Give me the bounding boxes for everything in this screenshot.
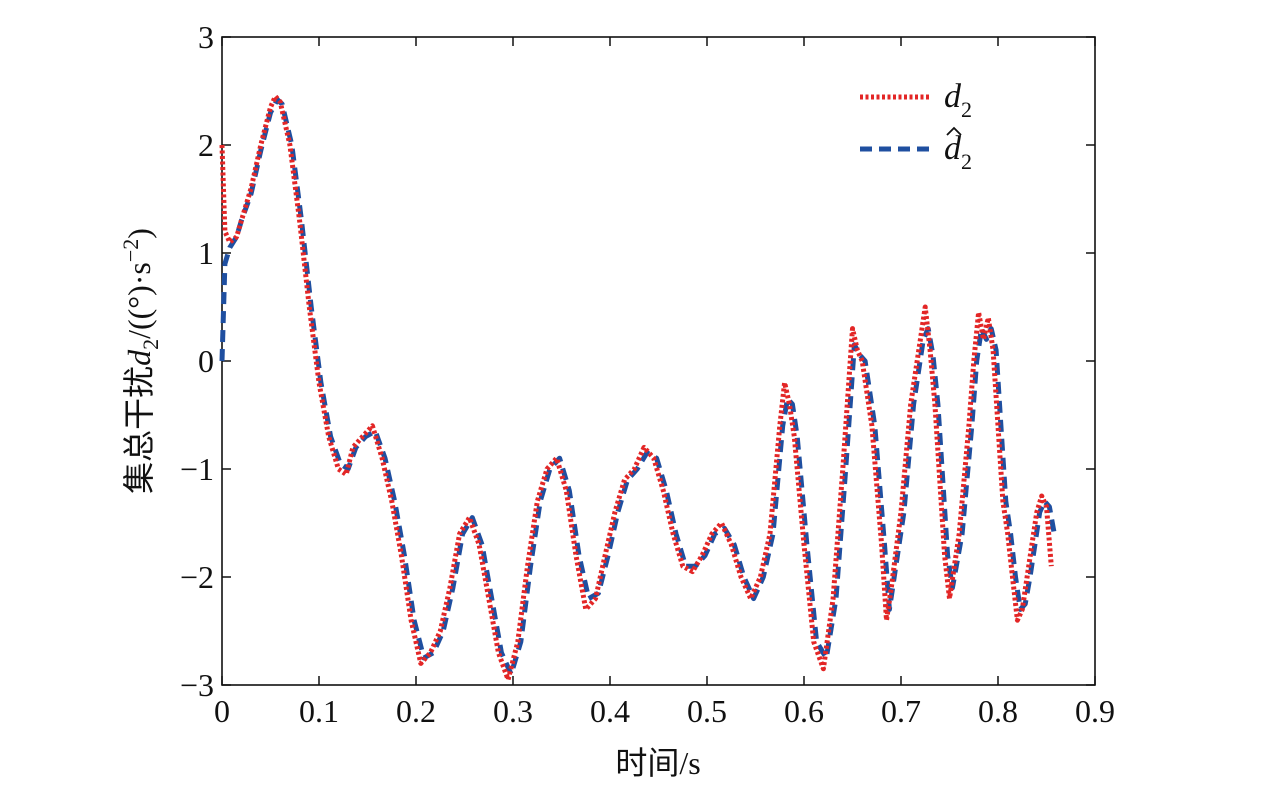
x-tick-label: 0.3 xyxy=(493,693,533,729)
x-tick-label: 0.1 xyxy=(299,693,339,729)
y-tick-label: −2 xyxy=(180,559,214,595)
x-tick-label: 0 xyxy=(214,693,230,729)
series-line-d2-hat xyxy=(219,97,1057,677)
legend-hat-accent xyxy=(946,126,962,136)
y-tick-label: 0 xyxy=(198,343,214,379)
y-axis-ticks: −3 −2 −1 0 1 2 3 xyxy=(180,19,1095,703)
y-tick-label: 3 xyxy=(198,19,214,55)
y-tick-label: −3 xyxy=(180,667,214,703)
y-axis-label-unit: /((°)·s xyxy=(121,262,157,339)
y-axis-label-unit-close: ) xyxy=(121,228,157,239)
x-tick-label: 0.7 xyxy=(881,693,921,729)
series-line-d2 xyxy=(219,93,1054,683)
series-layer xyxy=(219,93,1057,683)
x-tick-label: 0.5 xyxy=(687,693,727,729)
x-tick-label: 0.9 xyxy=(1075,693,1115,729)
legend-label: d2 xyxy=(944,78,972,122)
y-axis-label-unit-sup: −2 xyxy=(118,239,143,262)
x-axis-label: 时间/s xyxy=(615,745,700,781)
y-tick-label: −1 xyxy=(180,451,214,487)
x-axis-ticks: 0 0.1 0.2 0.3 0.4 0.5 0.6 0.7 0.8 0.9 xyxy=(214,37,1115,729)
y-axis-label: 集总干扰d2/((°)·s−2) xyxy=(118,228,163,494)
x-tick-label: 0.4 xyxy=(590,693,630,729)
y-tick-label: 1 xyxy=(198,235,214,271)
y-axis-label-prefix: 集总干扰 xyxy=(121,366,157,494)
y-axis-label-sub: 2 xyxy=(138,339,163,350)
plot-frame xyxy=(221,36,1096,686)
legend-label: d2 xyxy=(944,130,972,174)
y-axis-label-var: d xyxy=(121,349,157,366)
y-tick-label: 2 xyxy=(198,127,214,163)
x-tick-label: 0.6 xyxy=(784,693,824,729)
x-tick-label: 0.8 xyxy=(978,693,1018,729)
x-tick-label: 0.2 xyxy=(396,693,436,729)
